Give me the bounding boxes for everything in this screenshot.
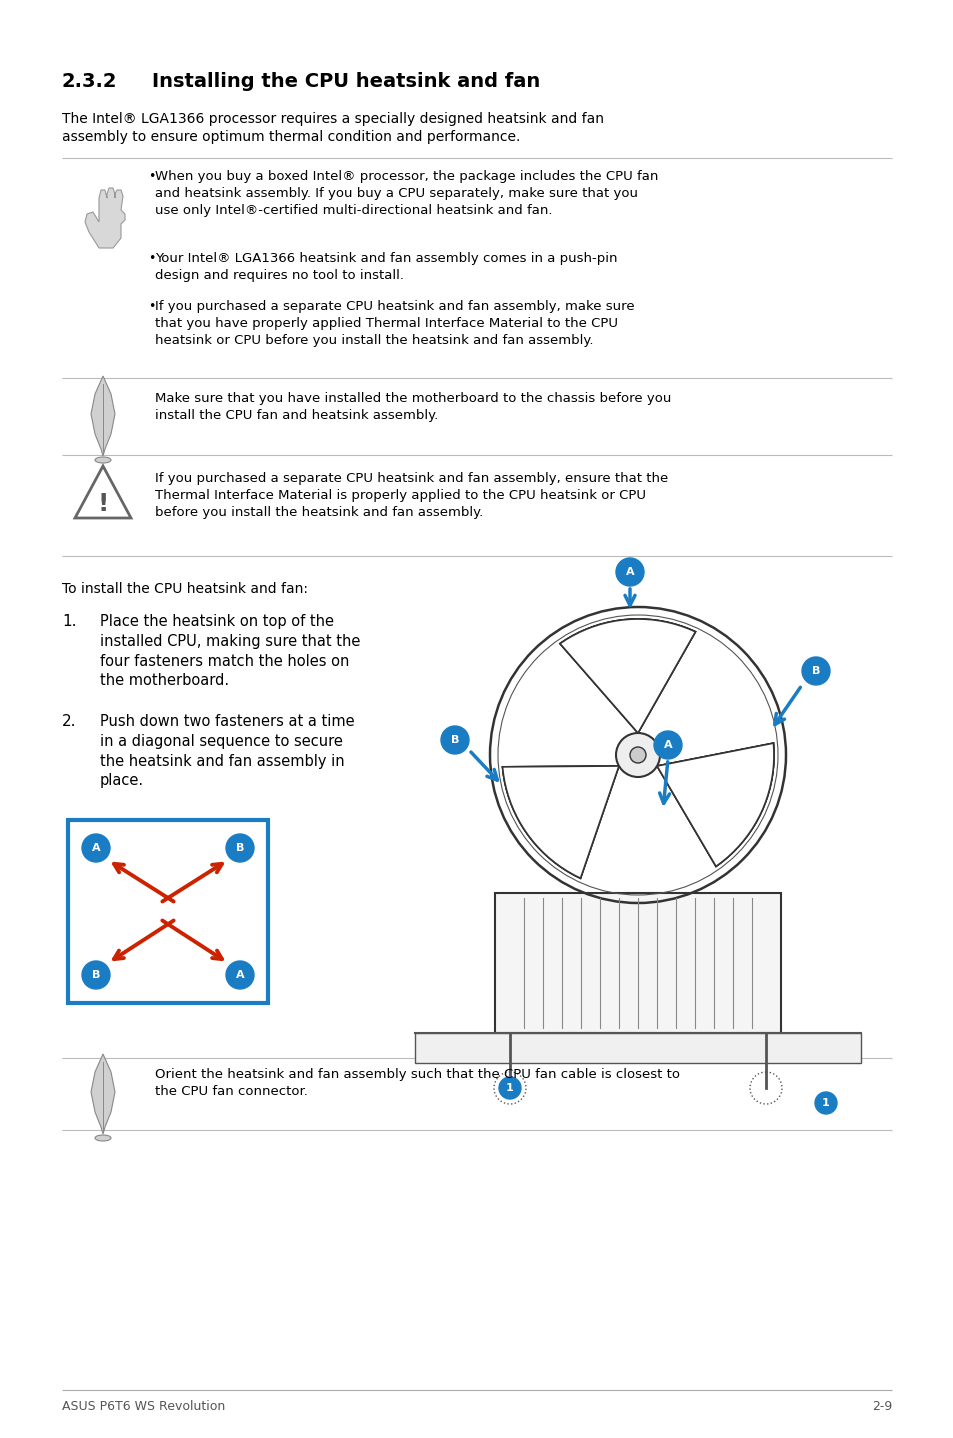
Polygon shape bbox=[91, 1054, 115, 1135]
Polygon shape bbox=[502, 766, 618, 879]
Circle shape bbox=[498, 1077, 520, 1099]
Circle shape bbox=[440, 726, 469, 754]
Text: To install the CPU heatsink and fan:: To install the CPU heatsink and fan: bbox=[62, 582, 308, 595]
Text: If you purchased a separate CPU heatsink and fan assembly, ensure that the
Therm: If you purchased a separate CPU heatsink… bbox=[154, 472, 667, 519]
Polygon shape bbox=[657, 743, 773, 867]
Polygon shape bbox=[559, 618, 695, 733]
Polygon shape bbox=[75, 466, 131, 518]
Text: If you purchased a separate CPU heatsink and fan assembly, make sure
that you ha: If you purchased a separate CPU heatsink… bbox=[154, 301, 634, 347]
Circle shape bbox=[629, 746, 645, 764]
Text: Make sure that you have installed the motherboard to the chassis before you
inst: Make sure that you have installed the mo… bbox=[154, 393, 671, 421]
Text: •: • bbox=[148, 252, 155, 265]
Text: A: A bbox=[235, 971, 244, 981]
Polygon shape bbox=[502, 766, 618, 879]
Text: •: • bbox=[148, 170, 155, 183]
Circle shape bbox=[801, 657, 829, 684]
Text: Your Intel® LGA1366 heatsink and fan assembly comes in a push-pin
design and req: Your Intel® LGA1366 heatsink and fan ass… bbox=[154, 252, 617, 282]
Polygon shape bbox=[91, 375, 115, 456]
Text: Place the heatsink on top of the
installed CPU, making sure that the
four fasten: Place the heatsink on top of the install… bbox=[100, 614, 360, 689]
Ellipse shape bbox=[95, 457, 111, 463]
Text: 1: 1 bbox=[821, 1099, 829, 1109]
Text: B: B bbox=[91, 971, 100, 981]
Text: Orient the heatsink and fan assembly such that the CPU fan cable is closest to
t: Orient the heatsink and fan assembly suc… bbox=[154, 1068, 679, 1099]
Text: B: B bbox=[811, 666, 820, 676]
Circle shape bbox=[82, 961, 110, 989]
Circle shape bbox=[654, 731, 681, 759]
Text: A: A bbox=[625, 567, 634, 577]
Text: A: A bbox=[663, 741, 672, 751]
Circle shape bbox=[814, 1091, 836, 1114]
FancyBboxPatch shape bbox=[68, 820, 268, 1002]
Text: 1: 1 bbox=[506, 1083, 514, 1093]
Text: 1.: 1. bbox=[62, 614, 76, 628]
Polygon shape bbox=[559, 618, 695, 733]
Circle shape bbox=[226, 961, 253, 989]
Text: 2-9: 2-9 bbox=[871, 1401, 891, 1414]
Text: ASUS P6T6 WS Revolution: ASUS P6T6 WS Revolution bbox=[62, 1401, 225, 1414]
Text: •: • bbox=[148, 301, 155, 313]
Text: 2.3.2: 2.3.2 bbox=[62, 72, 117, 91]
Circle shape bbox=[616, 558, 643, 587]
Ellipse shape bbox=[95, 1135, 111, 1140]
Bar bbox=[415, 1032, 861, 1063]
FancyBboxPatch shape bbox=[495, 893, 781, 1032]
Polygon shape bbox=[502, 766, 618, 879]
Text: B: B bbox=[451, 735, 458, 745]
Text: 2.: 2. bbox=[62, 715, 76, 729]
Text: B: B bbox=[235, 843, 244, 853]
Text: !: ! bbox=[97, 492, 109, 516]
Text: Installing the CPU heatsink and fan: Installing the CPU heatsink and fan bbox=[152, 72, 539, 91]
Text: The Intel® LGA1366 processor requires a specially designed heatsink and fan
asse: The Intel® LGA1366 processor requires a … bbox=[62, 112, 603, 144]
Circle shape bbox=[226, 834, 253, 861]
Polygon shape bbox=[657, 743, 773, 867]
Text: Push down two fasteners at a time
in a diagonal sequence to secure
the heatsink : Push down two fasteners at a time in a d… bbox=[100, 715, 355, 788]
Circle shape bbox=[616, 733, 659, 777]
Text: When you buy a boxed Intel® processor, the package includes the CPU fan
and heat: When you buy a boxed Intel® processor, t… bbox=[154, 170, 658, 217]
Polygon shape bbox=[85, 188, 125, 247]
Polygon shape bbox=[559, 618, 695, 733]
Text: A: A bbox=[91, 843, 100, 853]
Circle shape bbox=[82, 834, 110, 861]
Polygon shape bbox=[657, 743, 773, 867]
